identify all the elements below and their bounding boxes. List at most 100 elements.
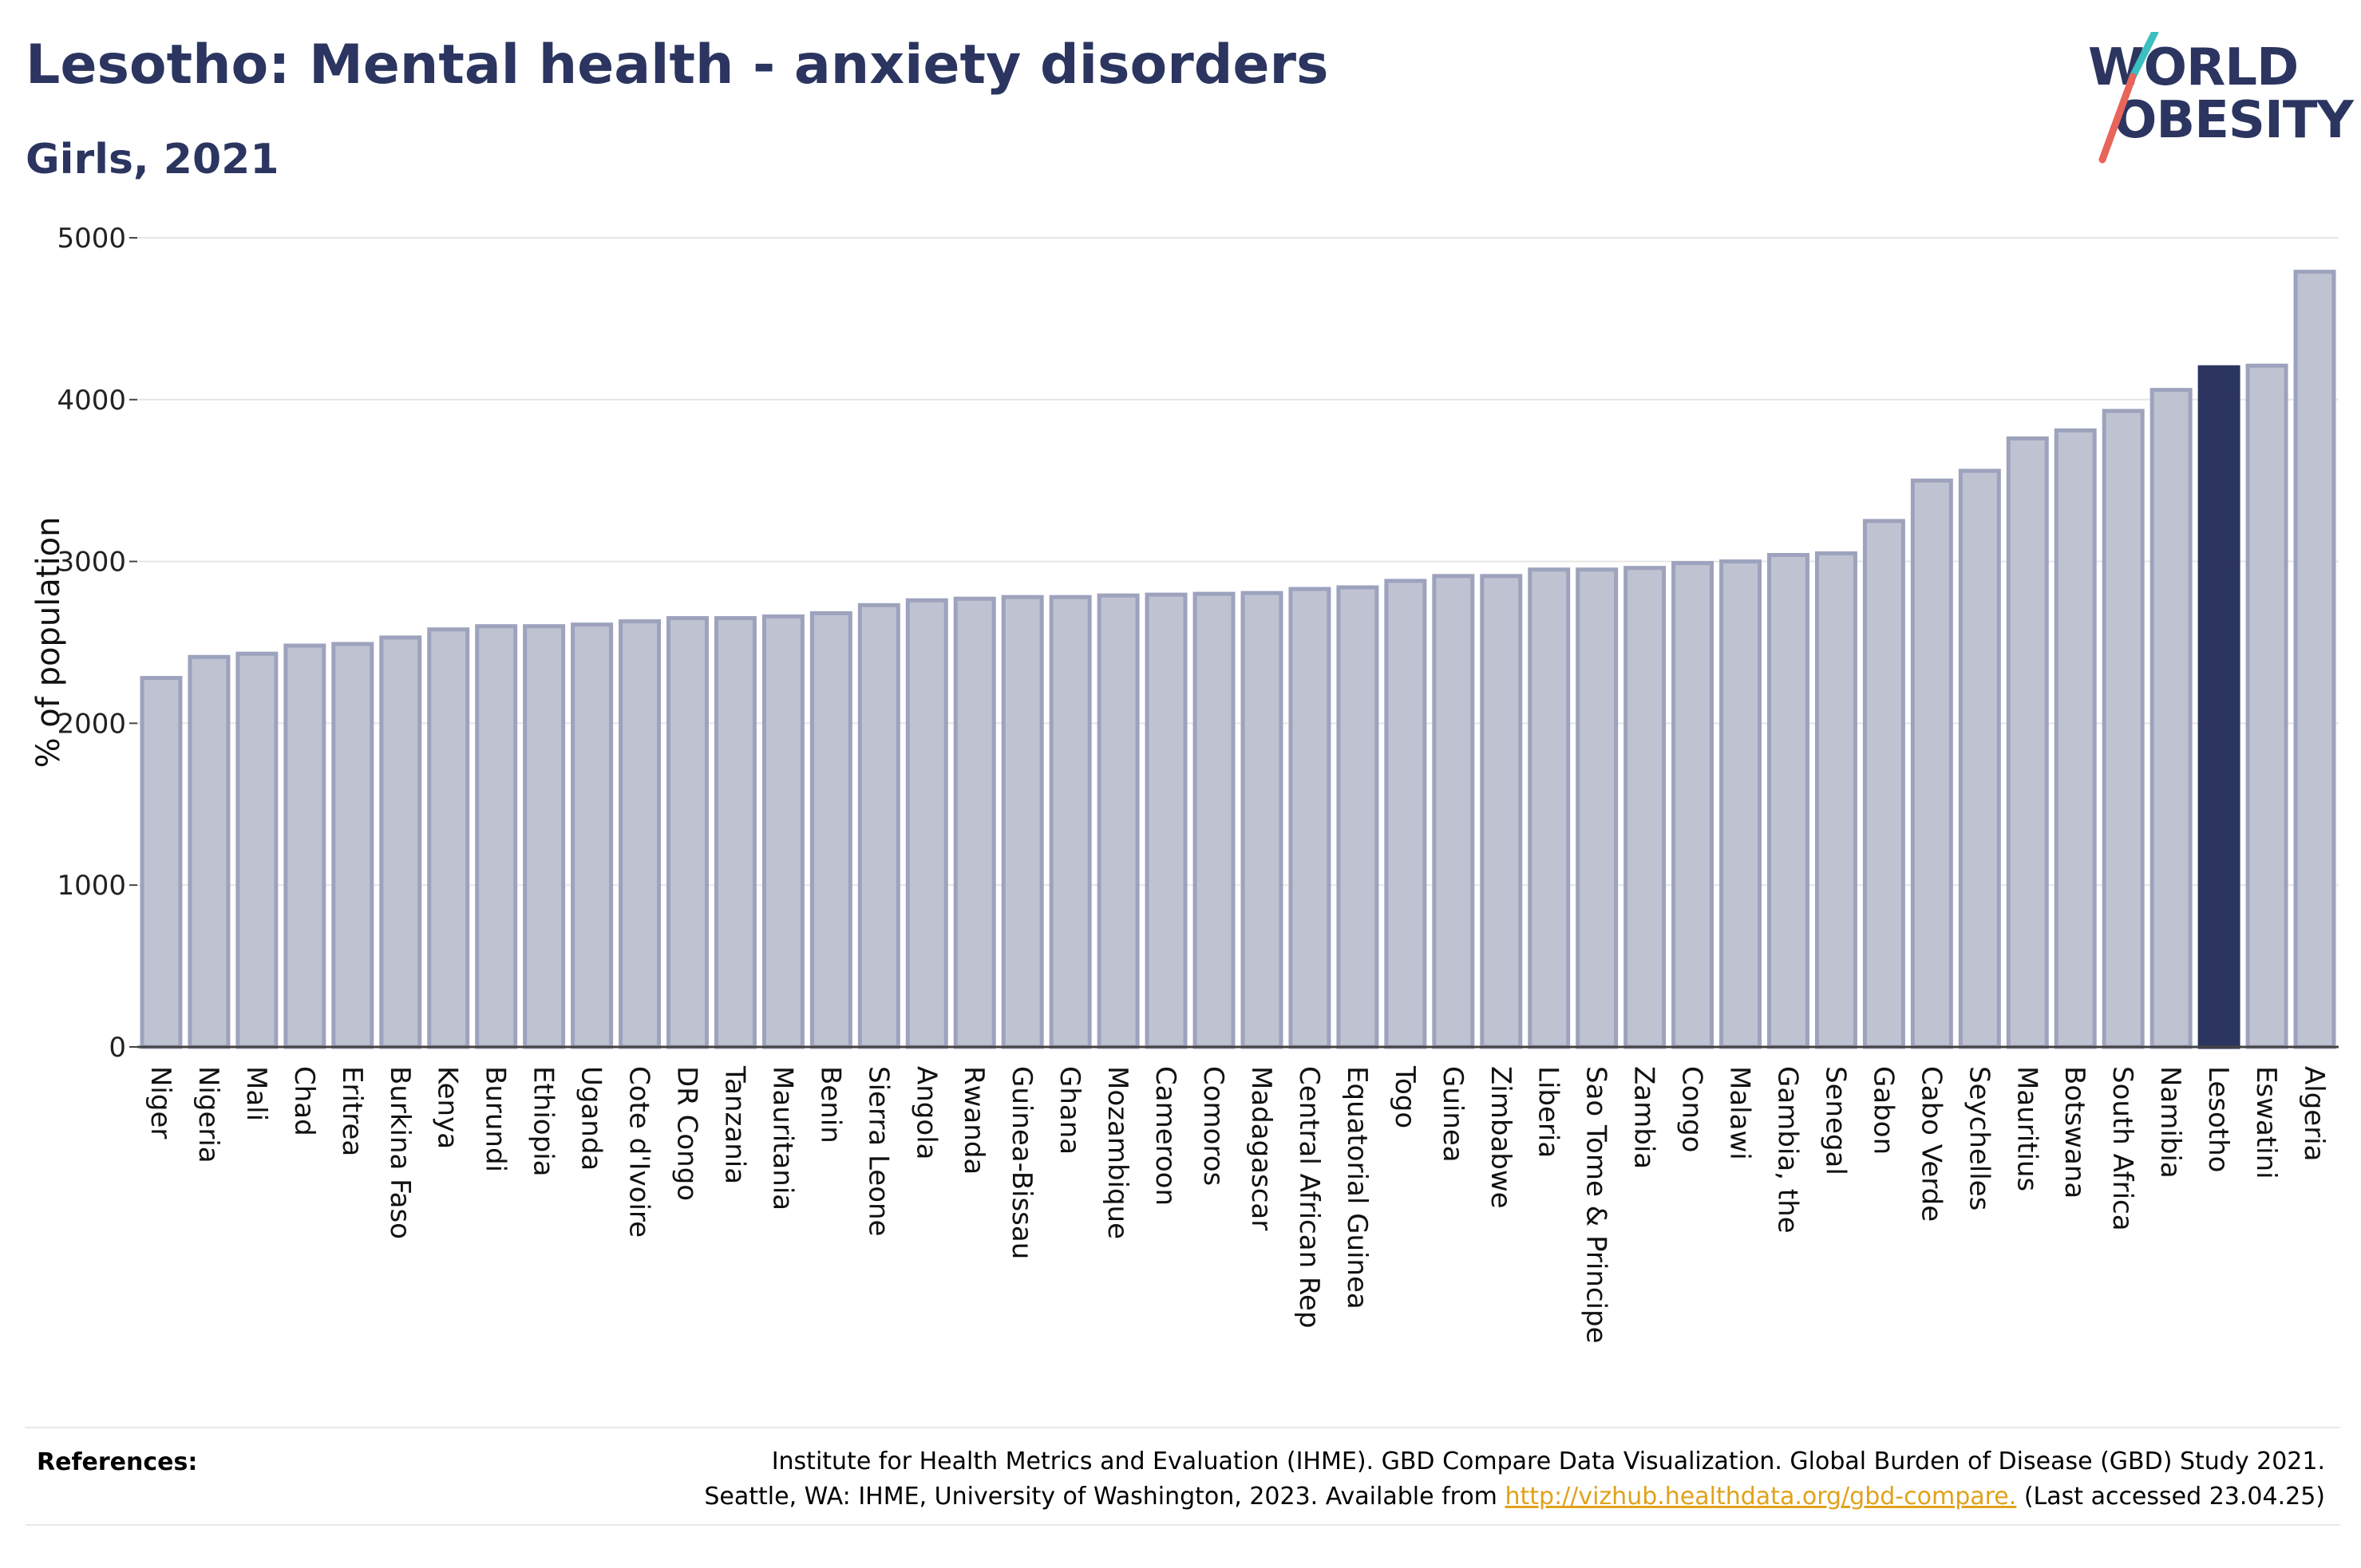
x-tick-label: Angola — [910, 1066, 942, 1159]
x-tick-label: Seychelles — [1963, 1066, 1995, 1211]
world-obesity-logo: WORLD OBESITY — [2075, 32, 2354, 168]
x-tick-label: Zambia — [1628, 1066, 1660, 1169]
bar-sao-tome-principe — [1576, 567, 1619, 1049]
chart-subtitle: Girls, 2021 — [26, 136, 279, 184]
x-tick-label: Sao Tome & Principe — [1580, 1066, 1612, 1344]
x-tick-label: Cameroon — [1149, 1066, 1181, 1206]
x-tick-label: Chad — [288, 1066, 320, 1136]
reference-line-1: Institute for Health Metrics and Evaluat… — [771, 1448, 2325, 1475]
chart-title: Lesotho: Mental health - anxiety disorde… — [26, 34, 1329, 97]
bar-senegal — [1814, 551, 1857, 1049]
bar-zambia — [1623, 566, 1667, 1049]
bar-eswatini — [2245, 363, 2288, 1049]
bar-chart: 0 1000 2000 3000 4000 5000 Niger Nigeria Mali Ch… — [30, 223, 2339, 1344]
bar-angola — [905, 598, 948, 1049]
x-tick-label: Madagascar — [1245, 1066, 1277, 1230]
x-tick-label: Mauritius — [2011, 1066, 2043, 1191]
x-tick-label: Burundi — [480, 1066, 512, 1172]
x-tick-label: DR Congo — [671, 1066, 703, 1201]
bar-zimbabwe — [1480, 574, 1523, 1049]
bar-mozambique — [1097, 593, 1140, 1049]
bar-cote-d-ivoire — [619, 619, 662, 1049]
x-tick-label: Sierra Leone — [862, 1066, 894, 1236]
bar-sierra-leone — [857, 602, 900, 1049]
y-axis-ticks: 0 1000 2000 3000 4000 5000 — [57, 223, 137, 1064]
x-tick-label: Togo — [1389, 1065, 1421, 1128]
x-tick-label: Eritrea — [336, 1066, 368, 1156]
bar-togo — [1384, 579, 1427, 1049]
bar-mauritania — [761, 614, 805, 1049]
x-tick-label: Equatorial Guinea — [1341, 1066, 1373, 1309]
bar-eritrea — [331, 642, 374, 1049]
bar-algeria — [2293, 270, 2336, 1049]
bar-madagascar — [1240, 590, 1283, 1049]
bar-seychelles — [1958, 468, 2001, 1049]
bar-mali — [235, 651, 279, 1049]
x-tick-label: Zimbabwe — [1485, 1066, 1517, 1209]
reference-link[interactable]: http://vizhub.healthdata.org/gbd-compare… — [1505, 1483, 2017, 1511]
x-tick-label: Cabo Verde — [1915, 1066, 1947, 1222]
footer-divider-top — [26, 1427, 2340, 1428]
bar-chad — [283, 643, 326, 1049]
x-tick-label: Botswana — [2058, 1066, 2090, 1199]
logo-line-2: OBESITY — [2114, 91, 2354, 150]
x-tick-label: Senegal — [1819, 1066, 1851, 1175]
bar-mauritius — [2006, 436, 2049, 1049]
bar-guinea-bissau — [1001, 594, 1044, 1049]
bar-malawi — [1719, 559, 1762, 1049]
references-label: References: — [37, 1448, 198, 1476]
bar-cabo-verde — [1910, 478, 1953, 1049]
bars — [140, 270, 2336, 1049]
y-axis-label: % of population — [30, 517, 67, 768]
x-tick-label: Namibia — [2154, 1066, 2186, 1179]
x-tick-label: Comoros — [1197, 1066, 1229, 1186]
bar-liberia — [1528, 567, 1571, 1049]
x-tick-label: Gambia, the — [1772, 1066, 1804, 1234]
x-tick-label: Liberia — [1532, 1066, 1564, 1158]
x-tick-label: Lesotho — [2202, 1066, 2234, 1172]
bar-kenya — [427, 627, 470, 1049]
references-text: Institute for Health Metrics and Evaluat… — [704, 1444, 2325, 1515]
bar-burkina-faso — [379, 635, 422, 1049]
x-tick-label: Kenya — [432, 1066, 464, 1149]
x-tick-label: Nigeria — [192, 1066, 224, 1163]
x-tick-label: Guinea-Bissau — [1006, 1066, 1038, 1259]
bar-guinea — [1432, 574, 1475, 1049]
x-tick-label: Eswatini — [2250, 1066, 2282, 1179]
reference-line-2: Seattle, WA: IHME, University of Washing… — [704, 1479, 2325, 1515]
reference-line-2-post: (Last accessed 23.04.25) — [2016, 1483, 2325, 1511]
y-tick-label: 3000 — [57, 547, 126, 579]
x-tick-label: Cote d'Ivoire — [623, 1066, 655, 1238]
x-tick-label: Burkina Faso — [384, 1066, 416, 1239]
bar-uganda — [571, 622, 614, 1049]
x-axis-labels: Niger Nigeria Mali Chad Eritrea Burkina Faso K… — [144, 1065, 2330, 1344]
x-tick-label: Benin — [814, 1066, 846, 1143]
bar-equatorial-guinea — [1336, 585, 1379, 1049]
y-tick-label: 5000 — [57, 223, 126, 255]
x-tick-label: Malawi — [1724, 1066, 1756, 1160]
bar-ghana — [1049, 594, 1092, 1049]
bar-tanzania — [714, 616, 757, 1049]
x-tick-label: Ethiopia — [528, 1066, 560, 1176]
bar-comoros — [1192, 591, 1236, 1049]
reference-line-2-pre: Seattle, WA: IHME, University of Washing… — [704, 1483, 1505, 1511]
y-tick-label: 0 — [109, 1032, 126, 1064]
logo-slash-icon — [2098, 32, 2159, 164]
bar-ethiopia — [523, 624, 566, 1049]
bar-benin — [809, 610, 852, 1049]
bar-south-africa — [2102, 409, 2145, 1049]
x-tick-label: Central African Rep — [1293, 1066, 1325, 1329]
x-tick-label: Tanzania — [718, 1065, 750, 1184]
bar-niger — [140, 676, 183, 1049]
y-tick-label: 4000 — [57, 385, 126, 417]
bar-botswana — [2054, 428, 2097, 1049]
x-tick-label: Mauritania — [766, 1066, 798, 1211]
x-tick-label: Uganda — [575, 1066, 607, 1171]
x-tick-label: Niger — [144, 1066, 176, 1139]
bar-lesotho — [2197, 365, 2240, 1049]
bar-namibia — [2149, 388, 2193, 1049]
bar-congo — [1671, 561, 1714, 1049]
bar-gambia-the — [1767, 552, 1809, 1049]
bar-cameroon — [1145, 592, 1188, 1049]
x-tick-label: Guinea — [1437, 1066, 1469, 1163]
